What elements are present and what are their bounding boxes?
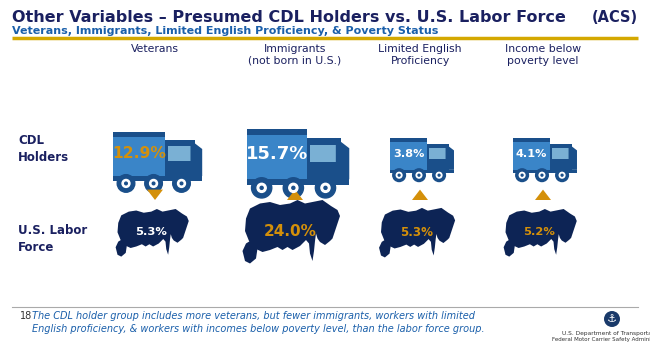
Polygon shape (379, 240, 391, 257)
Circle shape (283, 178, 304, 198)
Text: 12.9%: 12.9% (112, 146, 166, 162)
Circle shape (604, 311, 620, 327)
Text: Veterans, Immigrants, Limited English Proficiency, & Poverty Status: Veterans, Immigrants, Limited English Pr… (12, 26, 438, 36)
Text: U.S. Labor
Force: U.S. Labor Force (18, 224, 87, 254)
Text: Veterans: Veterans (131, 44, 179, 54)
Circle shape (150, 179, 157, 187)
Text: Immigrants
(not born in U.S.): Immigrants (not born in U.S.) (248, 44, 342, 66)
Circle shape (289, 183, 298, 193)
FancyBboxPatch shape (113, 132, 165, 137)
Polygon shape (242, 241, 257, 264)
Circle shape (122, 179, 130, 187)
FancyBboxPatch shape (390, 138, 427, 170)
Polygon shape (445, 144, 454, 170)
Polygon shape (116, 240, 127, 257)
Circle shape (536, 169, 549, 182)
Circle shape (416, 172, 422, 178)
Text: 15.7%: 15.7% (246, 145, 307, 163)
Polygon shape (569, 144, 577, 170)
FancyBboxPatch shape (113, 176, 202, 181)
Circle shape (396, 172, 402, 178)
FancyBboxPatch shape (310, 145, 337, 162)
FancyBboxPatch shape (247, 129, 307, 135)
FancyBboxPatch shape (550, 144, 572, 170)
Circle shape (292, 186, 295, 189)
Text: CDL
Holders: CDL Holders (18, 134, 69, 164)
Text: ⚓: ⚓ (607, 314, 617, 324)
Circle shape (321, 183, 330, 193)
Circle shape (152, 182, 155, 185)
Circle shape (559, 172, 565, 178)
Circle shape (315, 178, 335, 198)
Polygon shape (336, 138, 349, 179)
Circle shape (539, 172, 545, 178)
Polygon shape (147, 190, 163, 200)
FancyBboxPatch shape (307, 138, 341, 179)
Circle shape (438, 174, 440, 176)
Text: 3.8%: 3.8% (393, 149, 424, 159)
Polygon shape (412, 190, 428, 200)
Circle shape (433, 169, 445, 182)
Polygon shape (535, 190, 551, 200)
Polygon shape (245, 200, 340, 261)
Text: Limited English
Proficiency: Limited English Proficiency (378, 44, 461, 66)
FancyBboxPatch shape (113, 132, 165, 176)
Circle shape (521, 174, 523, 176)
FancyBboxPatch shape (552, 148, 569, 159)
FancyBboxPatch shape (427, 144, 448, 170)
FancyBboxPatch shape (165, 140, 195, 176)
Circle shape (125, 182, 127, 185)
FancyBboxPatch shape (513, 138, 550, 170)
FancyBboxPatch shape (390, 170, 454, 173)
Circle shape (117, 175, 135, 192)
FancyBboxPatch shape (513, 170, 577, 173)
FancyBboxPatch shape (390, 138, 427, 142)
Text: Income below
poverty level: Income below poverty level (505, 44, 581, 66)
Circle shape (516, 169, 528, 182)
Circle shape (519, 172, 525, 178)
Circle shape (177, 179, 185, 187)
Circle shape (561, 174, 563, 176)
FancyBboxPatch shape (430, 148, 447, 159)
Circle shape (180, 182, 183, 185)
Polygon shape (190, 140, 202, 176)
Text: (ACS): (ACS) (592, 10, 638, 25)
Text: 5.2%: 5.2% (523, 227, 555, 237)
Circle shape (393, 169, 406, 182)
Text: Other Variables – Presumed CDL Holders vs. U.S. Labor Force: Other Variables – Presumed CDL Holders v… (12, 10, 566, 25)
Circle shape (260, 186, 263, 189)
Circle shape (436, 172, 442, 178)
Text: 24.0%: 24.0% (263, 223, 317, 238)
Text: U.S. Department of Transportation: U.S. Department of Transportation (562, 331, 650, 336)
Polygon shape (504, 240, 515, 257)
Circle shape (324, 186, 327, 189)
Circle shape (398, 174, 400, 176)
Polygon shape (287, 190, 303, 200)
Text: The CDL holder group includes more veterans, but fewer immigrants, workers with : The CDL holder group includes more veter… (32, 311, 485, 334)
Polygon shape (381, 208, 455, 256)
Circle shape (252, 178, 272, 198)
FancyBboxPatch shape (168, 146, 192, 161)
Circle shape (173, 175, 190, 192)
Text: 4.1%: 4.1% (516, 149, 547, 159)
Polygon shape (506, 209, 577, 255)
Text: Federal Motor Carrier Safety Administration: Federal Motor Carrier Safety Administrat… (552, 337, 650, 342)
FancyBboxPatch shape (247, 179, 349, 185)
Text: 5.3%: 5.3% (400, 226, 433, 238)
Text: 5.3%: 5.3% (135, 227, 167, 237)
Polygon shape (118, 209, 188, 255)
Circle shape (413, 169, 425, 182)
Circle shape (556, 169, 568, 182)
Circle shape (541, 174, 543, 176)
FancyBboxPatch shape (513, 138, 550, 142)
Circle shape (145, 175, 162, 192)
Circle shape (257, 183, 266, 193)
FancyBboxPatch shape (247, 129, 307, 179)
Circle shape (418, 174, 420, 176)
Text: 18: 18 (20, 311, 32, 321)
